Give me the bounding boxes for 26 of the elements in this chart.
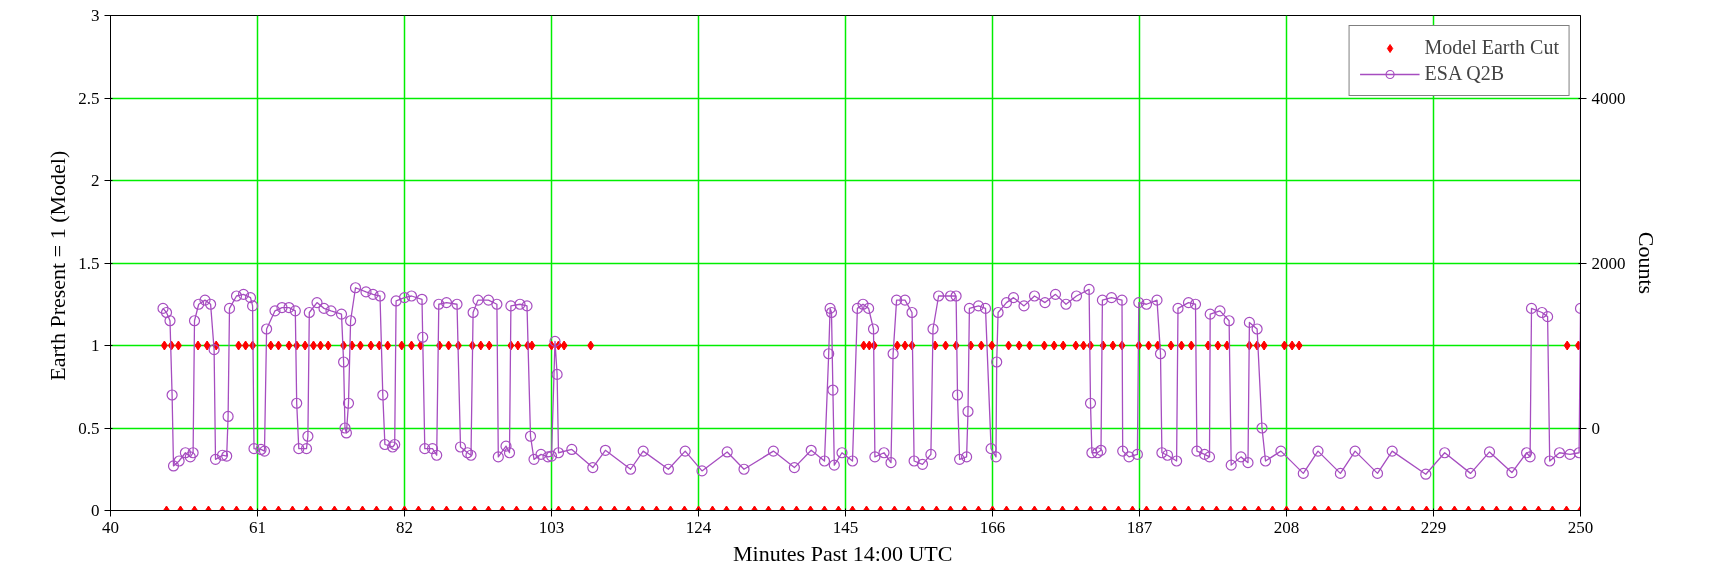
x-tick-label: 250 bbox=[1567, 517, 1594, 537]
x-tick-label: 40 bbox=[102, 517, 119, 537]
x-tick-label: 82 bbox=[396, 517, 413, 537]
y-tick-label: 1.5 bbox=[78, 253, 100, 273]
y-tick-label: 0 bbox=[91, 501, 100, 520]
legend-label: ESA Q2B bbox=[1424, 62, 1505, 85]
x-tick-label: 145 bbox=[832, 517, 859, 537]
y2-tick-label: 4000 bbox=[1591, 88, 1626, 108]
x-tick-label: 124 bbox=[685, 517, 712, 537]
x-tick-label: 103 bbox=[538, 517, 565, 537]
y-tick-label: 3 bbox=[91, 6, 100, 25]
y-tick-label: 1 bbox=[91, 336, 100, 355]
x-tick-label: 187 bbox=[1126, 517, 1153, 537]
y-tick-label: 2.5 bbox=[78, 88, 100, 108]
y2-tick-label: 2000 bbox=[1591, 253, 1626, 273]
y-axis-title: Earth Present = 1 (Model) bbox=[45, 150, 71, 381]
x-tick-label: 61 bbox=[249, 517, 266, 537]
y-tick-label: 2 bbox=[91, 171, 100, 190]
y-tick-label: 0.5 bbox=[78, 418, 100, 438]
x-tick-label: 229 bbox=[1420, 517, 1447, 537]
y2-tick-label: 0 bbox=[1591, 418, 1600, 438]
y2-axis-title: Counts bbox=[1633, 231, 1659, 295]
legend-label: Model Earth Cut bbox=[1424, 36, 1559, 59]
x-axis-title: Minutes Past 14:00 UTC bbox=[733, 540, 953, 566]
x-tick-label: 166 bbox=[979, 517, 1006, 537]
x-tick-label: 208 bbox=[1273, 517, 1300, 537]
